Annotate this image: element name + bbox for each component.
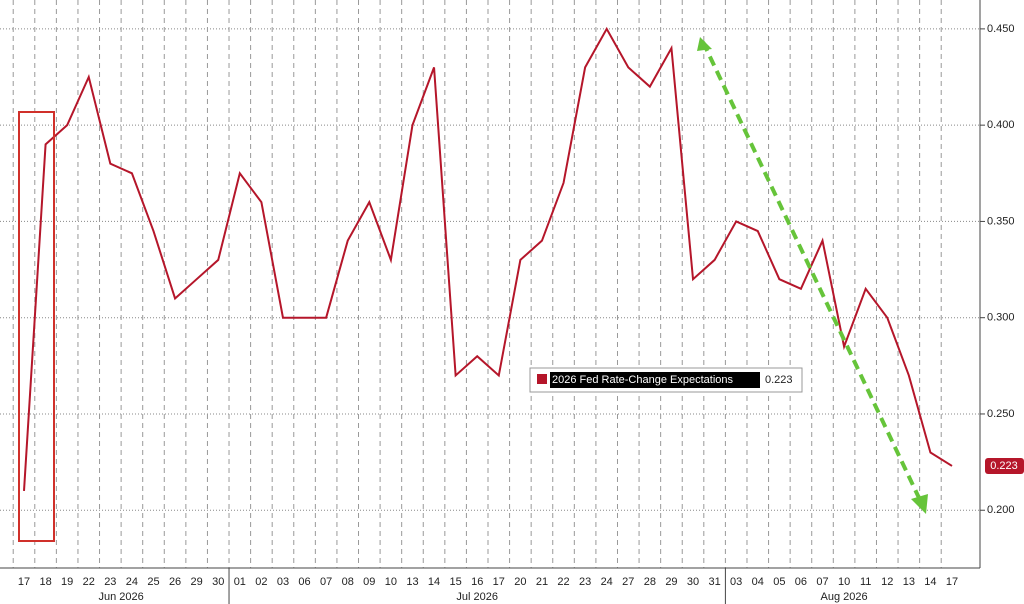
x-tick-label: 06 — [795, 576, 807, 588]
x-tick-label: 19 — [61, 576, 73, 588]
legend-label: 2026 Fed Rate-Change Expectations — [552, 374, 734, 386]
x-tick-label: 22 — [83, 576, 95, 588]
x-tick-label: 23 — [579, 576, 591, 588]
x-tick-label: 23 — [104, 576, 116, 588]
last-value-tag — [985, 457, 1024, 474]
x-tick-label: 17 — [18, 576, 30, 588]
y-tick-label: 0.300 — [987, 312, 1015, 324]
x-tick-label: 24 — [126, 576, 138, 588]
x-tick-label: 15 — [450, 576, 462, 588]
x-tick-label: 21 — [536, 576, 548, 588]
x-tick-label: 11 — [860, 576, 871, 588]
x-tick-label: 07 — [816, 576, 828, 588]
x-tick-label: 17 — [493, 576, 505, 588]
x-tick-label: 24 — [601, 576, 613, 588]
x-tick-label: 30 — [212, 576, 224, 588]
y-tick-label: 0.250 — [987, 408, 1015, 420]
x-tick-label: 03 — [277, 576, 289, 588]
x-tick-label: 14 — [428, 576, 440, 588]
x-tick-label: 14 — [924, 576, 936, 588]
month-label: Jul 2026 — [456, 591, 498, 603]
x-tick-label: 29 — [665, 576, 677, 588]
highlight-box — [18, 111, 55, 542]
x-tick-label: 03 — [730, 576, 742, 588]
x-tick-label: 27 — [622, 576, 634, 588]
plot — [23, 26, 953, 492]
last-value-label: 0.223 — [990, 460, 1018, 472]
legend-highlight — [550, 372, 760, 388]
x-tick-label: 01 — [234, 576, 246, 588]
x-tick-label: 31 — [708, 576, 720, 588]
x-tick-label: 28 — [644, 576, 656, 588]
x-tick-label: 20 — [514, 576, 526, 588]
x-tick-label: 02 — [255, 576, 267, 588]
y-tick-label: 0.400 — [987, 119, 1015, 131]
arrow-tail — [697, 37, 712, 51]
x-tick-label: 18 — [39, 576, 51, 588]
legend-value: 0.223 — [765, 374, 793, 386]
month-label: Jun 2026 — [98, 591, 143, 603]
x-tick-label: 09 — [363, 576, 375, 588]
x-tick-label: 04 — [752, 576, 764, 588]
y-tick-label: 0.200 — [987, 504, 1015, 516]
x-tick-label: 17 — [946, 576, 958, 588]
x-tick-label: 10 — [385, 576, 397, 588]
x-tick-label: 10 — [838, 576, 850, 588]
x-tick-label: 30 — [687, 576, 699, 588]
x-tick-label: 06 — [298, 576, 310, 588]
line — [23, 26, 953, 492]
x-tick-label: 07 — [320, 576, 332, 588]
y-tick-label: 0.450 — [987, 23, 1015, 35]
arrow-head — [911, 494, 928, 514]
x-tick-label: 12 — [881, 576, 893, 588]
x-tick-label: 25 — [147, 576, 159, 588]
grid — [0, 0, 980, 568]
y-tick-label: 0.350 — [987, 215, 1015, 227]
x-tick-label: 13 — [406, 576, 418, 588]
x-tick-label: 08 — [342, 576, 354, 588]
x-tick-label: 16 — [471, 576, 483, 588]
legend-swatch — [537, 374, 547, 384]
legend: 2026 Fed Rate-Change Expectations 0.223 — [529, 367, 803, 393]
x-tick-label: 26 — [169, 576, 181, 588]
x-tick-label: 22 — [557, 576, 569, 588]
x-tick-label: 29 — [191, 576, 203, 588]
x-tick-label: 13 — [903, 576, 915, 588]
trend-arrow — [701, 41, 922, 501]
x-tick-label: 05 — [773, 576, 785, 588]
month-label: Aug 2026 — [821, 591, 868, 603]
